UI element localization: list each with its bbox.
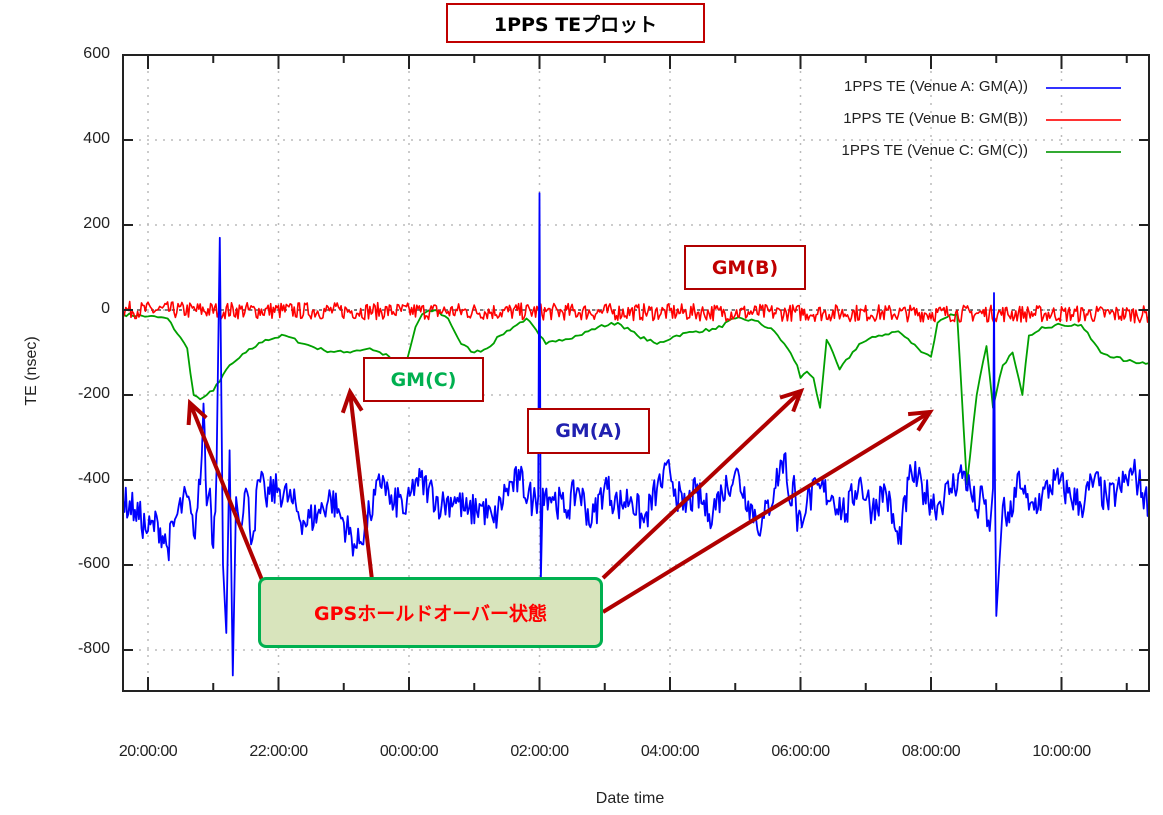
x-tick-label: 20:00:00 xyxy=(118,743,178,760)
x-tick-label: 02:00:00 xyxy=(510,743,569,760)
gm-c-label: GM(C) xyxy=(363,357,484,402)
arrow-head-icon xyxy=(779,387,805,413)
y-tick-label: -200 xyxy=(77,385,110,402)
y-tick-label: 600 xyxy=(83,45,110,62)
y-tick-label: -800 xyxy=(77,640,110,657)
x-tick-label: 08:00:00 xyxy=(901,743,961,760)
arrow xyxy=(601,389,803,580)
x-tick-label: 10:00:00 xyxy=(1032,743,1091,760)
legend-swatches xyxy=(1046,87,1121,153)
y-tick-label: -400 xyxy=(77,470,110,487)
series-venue-a xyxy=(123,192,1149,677)
plot-frame xyxy=(122,54,1150,692)
gm-a-label: GM(A) xyxy=(527,408,650,454)
arrow-head-icon xyxy=(907,409,934,432)
grid-lines xyxy=(123,55,1149,691)
x-tick-label: 22:00:00 xyxy=(249,743,308,760)
arrow xyxy=(348,391,374,581)
arrow xyxy=(601,410,932,614)
x-tick-label: 00:00:00 xyxy=(379,743,439,760)
y-tick-label: -600 xyxy=(77,555,110,572)
arrow xyxy=(188,402,264,581)
x-axis-label: Date time xyxy=(595,790,665,807)
y-axis-label: TE (nsec) xyxy=(23,336,40,406)
x-tick-label: 04:00:00 xyxy=(640,743,700,760)
holdover-annotation: GPSホールドオーバー状態 xyxy=(258,577,603,648)
y-tick-label: 200 xyxy=(83,215,110,232)
legend-item-venue-c: 1PPS TE (Venue C: GM(C)) xyxy=(841,142,1028,159)
chart-title: 1PPS TEプロット xyxy=(446,3,705,43)
series-venue-c xyxy=(123,309,1149,486)
axis-ticks xyxy=(123,54,1149,691)
y-tick-label: 400 xyxy=(83,130,110,147)
arrow-head-icon xyxy=(340,387,364,414)
annotation-arrows xyxy=(186,387,934,614)
series-venue-b xyxy=(123,300,1149,324)
gm-b-label: GM(B) xyxy=(684,245,806,290)
legend-item-venue-b: 1PPS TE (Venue B: GM(B)) xyxy=(843,110,1028,127)
legend-item-venue-a: 1PPS TE (Venue A: GM(A)) xyxy=(844,78,1028,95)
y-tick-label: 0 xyxy=(101,300,110,317)
x-tick-label: 06:00:00 xyxy=(771,743,830,760)
arrow-head-icon xyxy=(186,398,208,426)
series-layer xyxy=(123,192,1149,677)
